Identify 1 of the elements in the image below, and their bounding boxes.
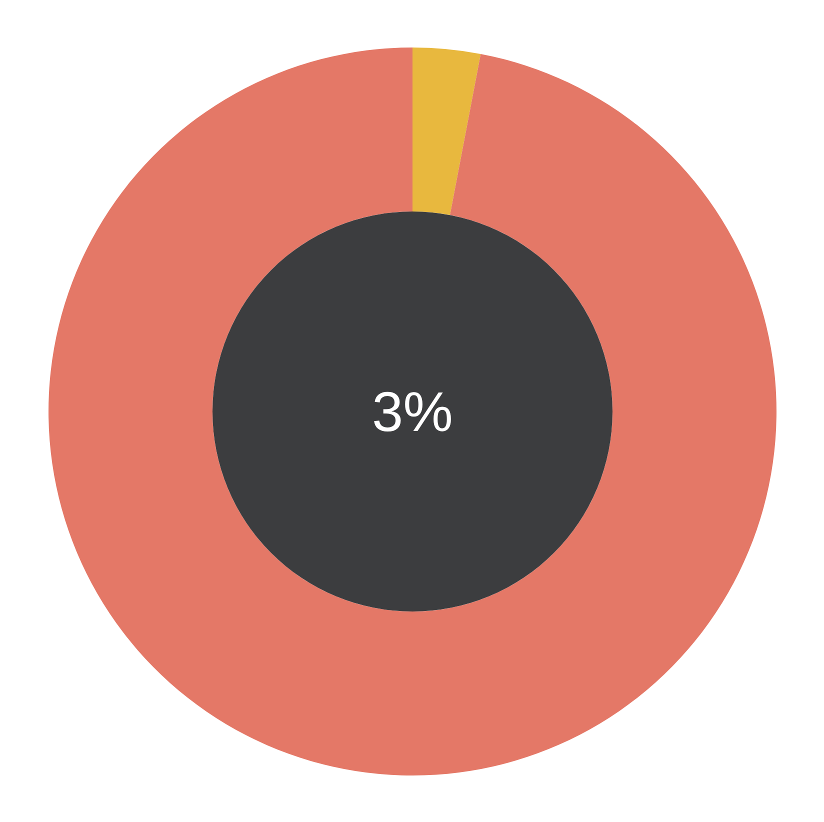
text: 3% — [372, 380, 453, 443]
